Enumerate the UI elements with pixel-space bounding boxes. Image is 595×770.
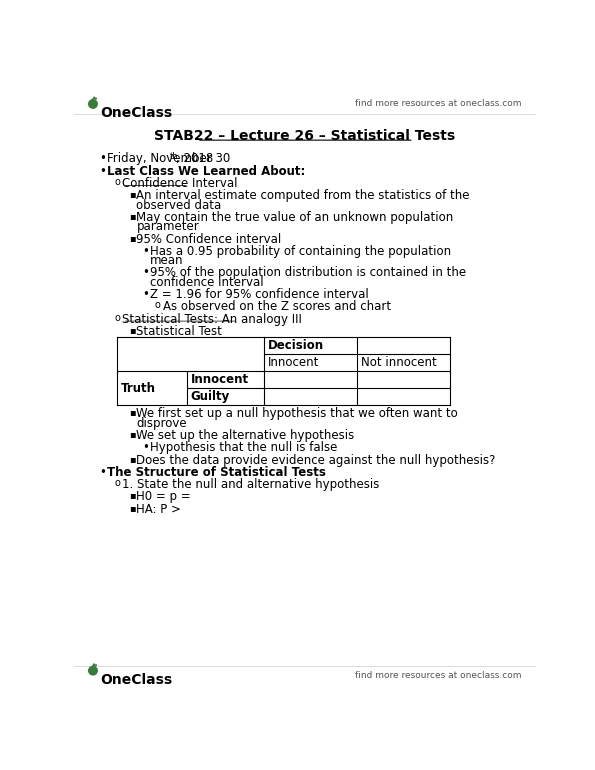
Circle shape bbox=[89, 99, 97, 108]
Text: HA: P >: HA: P > bbox=[136, 503, 181, 516]
Text: ▪: ▪ bbox=[129, 429, 135, 439]
Text: Does the data provide evidence against the null hypothesis?: Does the data provide evidence against t… bbox=[136, 454, 496, 467]
Text: disprove: disprove bbox=[136, 417, 187, 430]
Text: Last Class We Learned About:: Last Class We Learned About: bbox=[107, 165, 305, 178]
Text: •: • bbox=[99, 152, 106, 166]
Text: confidence interval: confidence interval bbox=[151, 276, 264, 289]
Text: ▪: ▪ bbox=[129, 490, 135, 500]
Text: ▪: ▪ bbox=[129, 211, 135, 221]
Circle shape bbox=[89, 666, 97, 675]
Text: •: • bbox=[143, 288, 149, 301]
Text: o: o bbox=[155, 300, 161, 310]
Text: OneClass: OneClass bbox=[100, 106, 172, 120]
Text: ▪: ▪ bbox=[129, 503, 135, 513]
Text: Statistical Test: Statistical Test bbox=[136, 325, 223, 338]
Text: •: • bbox=[143, 245, 149, 258]
Text: Not innocent: Not innocent bbox=[361, 357, 437, 369]
Text: •: • bbox=[143, 441, 149, 454]
Text: Statistical Tests: An analogy III: Statistical Tests: An analogy III bbox=[123, 313, 302, 326]
Text: As observed on the Z scores and chart: As observed on the Z scores and chart bbox=[162, 300, 391, 313]
Text: Decision: Decision bbox=[268, 340, 324, 352]
Text: The Structure of Statistical Tests: The Structure of Statistical Tests bbox=[107, 466, 326, 479]
Text: o: o bbox=[115, 177, 121, 187]
Text: Truth: Truth bbox=[121, 382, 156, 394]
Text: May contain the true value of an unknown population: May contain the true value of an unknown… bbox=[136, 211, 453, 224]
Text: find more resources at oneclass.com: find more resources at oneclass.com bbox=[355, 99, 522, 108]
Text: 95% Confidence interval: 95% Confidence interval bbox=[136, 233, 281, 246]
Text: th: th bbox=[170, 152, 179, 162]
Text: •: • bbox=[143, 266, 149, 280]
Text: observed data: observed data bbox=[136, 199, 221, 212]
Text: We set up the alternative hypothesis: We set up the alternative hypothesis bbox=[136, 429, 355, 442]
Text: ▪: ▪ bbox=[129, 189, 135, 199]
Text: Friday, November 30: Friday, November 30 bbox=[107, 152, 230, 166]
Text: Innocent: Innocent bbox=[268, 357, 320, 369]
Text: Z = 1.96 for 95% confidence interval: Z = 1.96 for 95% confidence interval bbox=[151, 288, 369, 301]
Text: 95% of the population distribution is contained in the: 95% of the population distribution is co… bbox=[151, 266, 466, 280]
Text: o: o bbox=[115, 478, 121, 488]
Text: OneClass: OneClass bbox=[100, 673, 172, 687]
Text: •: • bbox=[99, 165, 106, 178]
Text: 1. State the null and alternative hypothesis: 1. State the null and alternative hypoth… bbox=[123, 478, 380, 491]
Text: Confidence Interval: Confidence Interval bbox=[123, 177, 238, 190]
Text: find more resources at oneclass.com: find more resources at oneclass.com bbox=[355, 671, 522, 681]
Text: Innocent: Innocent bbox=[190, 373, 249, 386]
Text: ▪: ▪ bbox=[129, 325, 135, 335]
Text: o: o bbox=[115, 313, 121, 323]
Text: ▪: ▪ bbox=[129, 454, 135, 464]
Text: parameter: parameter bbox=[136, 220, 199, 233]
Text: An interval estimate computed from the statistics of the: An interval estimate computed from the s… bbox=[136, 189, 470, 203]
Text: , 2018: , 2018 bbox=[177, 152, 214, 166]
Text: Has a 0.95 probability of containing the population: Has a 0.95 probability of containing the… bbox=[151, 245, 452, 258]
Text: Hypothesis that the null is false: Hypothesis that the null is false bbox=[151, 441, 338, 454]
Text: ▪: ▪ bbox=[129, 233, 135, 243]
Text: •: • bbox=[99, 466, 106, 479]
Text: We first set up a null hypothesis that we often want to: We first set up a null hypothesis that w… bbox=[136, 407, 458, 420]
Text: STAB22 – Lecture 26 – Statistical Tests: STAB22 – Lecture 26 – Statistical Tests bbox=[154, 129, 455, 143]
Text: mean: mean bbox=[151, 254, 184, 267]
Text: Guilty: Guilty bbox=[190, 390, 230, 403]
Text: ▪: ▪ bbox=[129, 407, 135, 417]
Text: H0 = p =: H0 = p = bbox=[136, 490, 191, 504]
